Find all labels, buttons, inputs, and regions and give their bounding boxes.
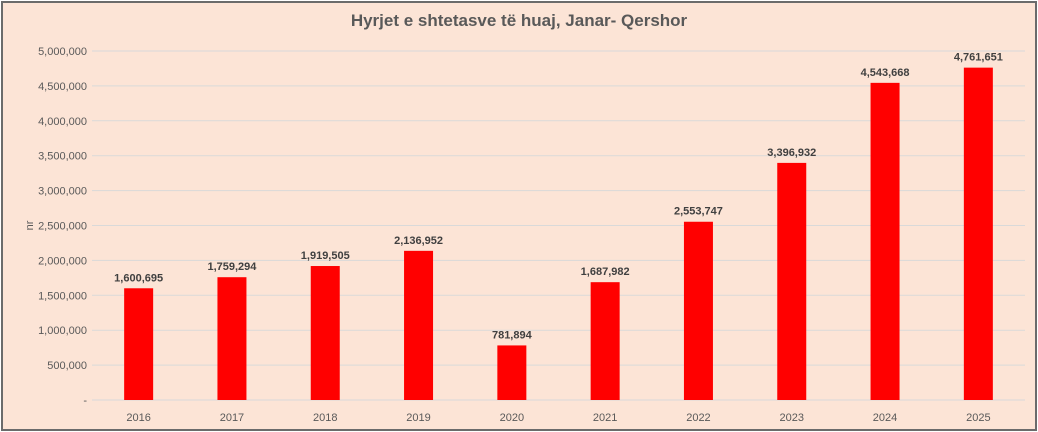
y-tick-label: 1,000,000 (38, 325, 87, 337)
x-tick-label: 2018 (313, 412, 337, 424)
chart-title: Hyrjet e shtetasve të huaj, Janar- Qersh… (350, 11, 688, 30)
y-tick-label: 3,500,000 (38, 151, 87, 163)
x-tick-label: 2021 (593, 412, 617, 424)
bar-chart: - 500,000 1,000,000 1,500,000 2,000,000 2,500… (24, 46, 1025, 424)
data-label: 3,396,932 (767, 147, 816, 159)
bar (683, 221, 713, 400)
x-tick-label: 2016 (126, 412, 150, 424)
y-tick-label: 4,500,000 (38, 81, 87, 93)
x-tick-label: 2020 (500, 412, 524, 424)
data-label: 1,759,294 (207, 261, 257, 273)
y-axis-title: nr (24, 220, 36, 230)
bar (777, 162, 807, 400)
data-label: 781,894 (492, 329, 533, 341)
y-tick-label: 3,000,000 (38, 186, 87, 198)
bar (124, 288, 154, 400)
data-label: 1,600,695 (114, 272, 163, 284)
y-tick-label: 2,000,000 (38, 255, 87, 267)
x-tick-label: 2025 (966, 412, 990, 424)
data-label: 4,543,668 (861, 67, 910, 79)
x-tick-label: 2022 (686, 412, 710, 424)
data-label: 1,687,982 (581, 266, 630, 278)
x-tick-label: 2017 (220, 412, 244, 424)
bar (870, 82, 900, 400)
data-label: 2,553,747 (674, 206, 723, 218)
data-label: 1,919,505 (301, 250, 350, 262)
data-label: 4,761,651 (954, 52, 1003, 64)
x-tick-label: 2019 (406, 412, 430, 424)
data-label: 2,136,952 (394, 235, 443, 247)
bar (404, 250, 434, 400)
bar (497, 345, 527, 400)
bar (963, 67, 993, 401)
y-tick-label: 1,500,000 (38, 290, 87, 302)
bar (590, 282, 620, 400)
x-tick-label: 2023 (780, 412, 804, 424)
y-tick-label: 2,500,000 (38, 221, 87, 233)
y-tick-label: 5,000,000 (38, 46, 87, 58)
y-tick-label: - (83, 395, 87, 407)
y-tick-label: 4,000,000 (38, 116, 87, 128)
bar (310, 266, 340, 400)
bar (217, 277, 247, 400)
y-tick-label: 500,000 (47, 360, 87, 372)
x-tick-label: 2024 (873, 412, 897, 424)
